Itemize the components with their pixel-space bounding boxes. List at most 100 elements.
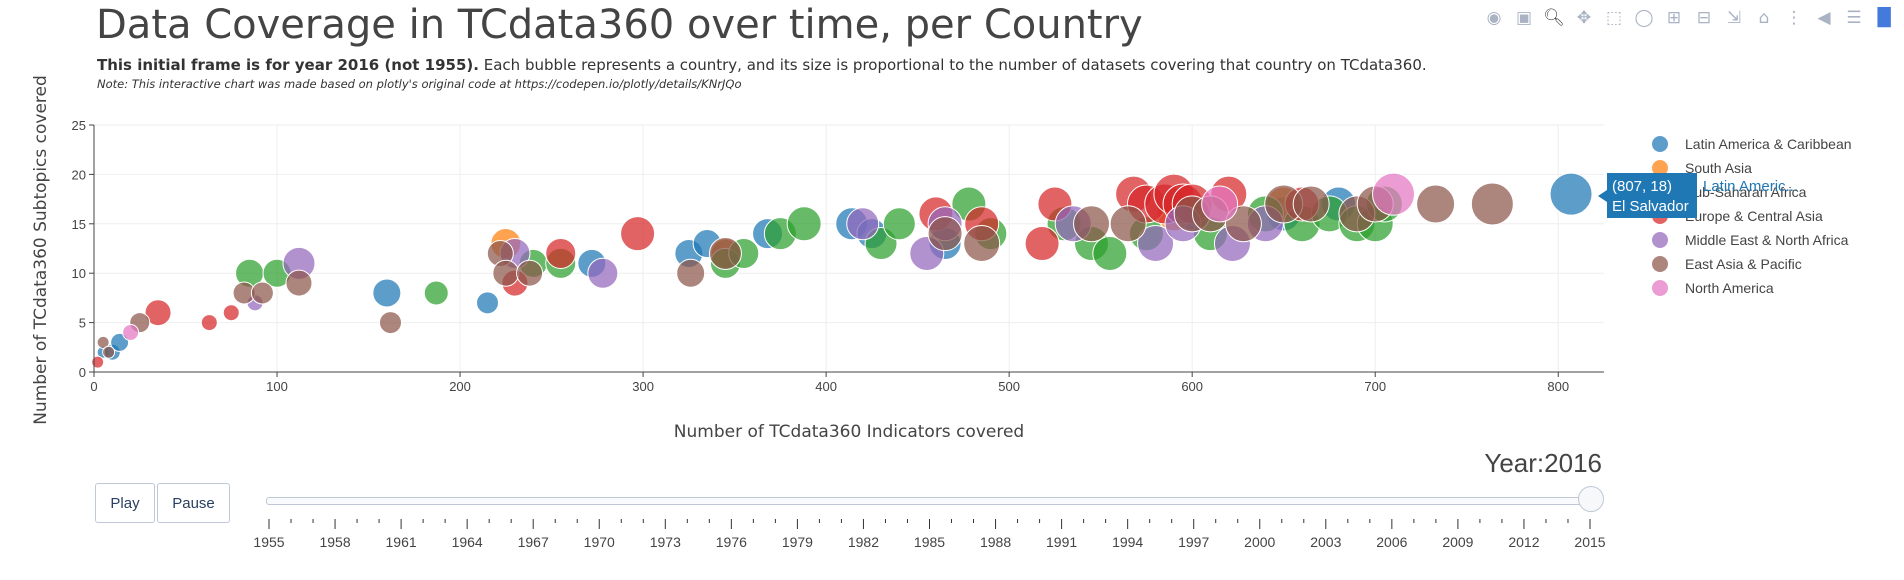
current-year-label: Year:2016 [1484, 448, 1602, 478]
lasso-icon[interactable]: ◯ [1634, 8, 1654, 28]
hover-compare-icon[interactable]: ☰ [1846, 8, 1862, 28]
bubble[interactable] [379, 311, 403, 335]
legend-label[interactable]: Europe & Central Asia [1685, 208, 1823, 224]
slider-tick-label: 1964 [452, 534, 483, 550]
bubble[interactable] [1109, 205, 1147, 243]
camera-icon[interactable]: ◉ [1486, 8, 1502, 28]
x-axis-label: Number of TCdata360 Indicators covered [674, 422, 1024, 442]
y-tick-label: 20 [72, 167, 86, 182]
legend-marker[interactable] [1652, 256, 1668, 272]
bubble[interactable] [1073, 205, 1111, 243]
chart-grid [94, 124, 1604, 372]
bubble[interactable] [96, 335, 110, 349]
bubble[interactable] [545, 237, 577, 269]
legend-marker[interactable] [1652, 232, 1668, 248]
hover-closest-icon[interactable]: ◀ [1817, 8, 1831, 28]
bubble[interactable] [476, 291, 500, 315]
bubble[interactable] [1549, 172, 1593, 216]
zoom-in-icon[interactable]: ⊞ [1666, 8, 1682, 28]
legend-marker[interactable] [1652, 160, 1668, 176]
legend-label[interactable]: South Asia [1685, 160, 1752, 176]
slider-tick-label: 1985 [914, 534, 945, 550]
slider-tick-label: 2012 [1508, 534, 1539, 550]
x-tick-label: 0 [90, 379, 97, 394]
bubble[interactable] [1292, 185, 1330, 223]
year-slider-rail[interactable] [266, 497, 1594, 505]
slider-tick-label: 2009 [1442, 534, 1473, 550]
subtitle-bold: This initial frame is for year 2016 (not… [97, 56, 479, 74]
bubble[interactable] [676, 258, 706, 288]
bubble[interactable] [144, 299, 172, 327]
legend-marker[interactable] [1652, 280, 1668, 296]
x-tick-label: 100 [266, 379, 288, 394]
legend-label[interactable]: Latin America & Caribbean [1685, 136, 1852, 152]
legend-label[interactable]: North America [1685, 280, 1774, 296]
bubble[interactable] [1092, 235, 1128, 271]
bubble[interactable] [846, 207, 880, 241]
bubble[interactable] [1201, 185, 1239, 223]
plotly-logo-icon[interactable]: █ [1877, 8, 1891, 28]
bubble[interactable] [122, 323, 140, 341]
legend-label[interactable]: Middle East & North Africa [1685, 232, 1849, 248]
bubble[interactable] [708, 236, 742, 270]
box-select-icon[interactable]: ⬚ [1605, 8, 1623, 28]
x-tick-label: 300 [632, 379, 654, 394]
zoom-icon[interactable]: 🔍︎ [1543, 8, 1565, 28]
bubble[interactable] [222, 304, 240, 322]
chart-note: Note: This interactive chart was made ba… [97, 77, 742, 91]
reset-icon[interactable]: ⌂ [1758, 8, 1770, 28]
chart-axes: 0 100 200 300 400 500 600 700 800 0 5 10 15 20 25 [72, 118, 1604, 394]
slider-tick-label: 1997 [1178, 534, 1209, 550]
legend-marker[interactable] [1652, 136, 1668, 152]
legend-label[interactable]: Sub-Saharan Africa [1685, 184, 1807, 200]
bubble[interactable] [963, 225, 1001, 263]
bubble[interactable] [1470, 182, 1514, 226]
bubble[interactable] [516, 259, 544, 287]
year-slider-grip[interactable] [1578, 486, 1604, 512]
bubble[interactable] [423, 280, 449, 306]
bubble[interactable] [285, 269, 313, 297]
bubble[interactable] [1416, 184, 1456, 224]
pan-icon[interactable]: ✥ [1576, 8, 1592, 28]
slider-tick-label: 1958 [319, 534, 350, 550]
legend-label[interactable]: East Asia & Pacific [1685, 256, 1802, 272]
bubble[interactable] [91, 355, 105, 369]
tooltip-country: El Salvador [1612, 198, 1689, 215]
bubble[interactable] [372, 278, 402, 308]
y-tick-label: 10 [72, 266, 86, 281]
tooltip-trace-name: Latin Americ... [1703, 178, 1798, 195]
bubble[interactable] [882, 207, 916, 241]
bubble[interactable] [620, 216, 656, 252]
bubble[interactable] [927, 216, 963, 252]
autoscale-icon[interactable]: ⇲ [1726, 8, 1742, 28]
bubble[interactable] [1137, 225, 1175, 263]
tooltip-pointer [1598, 190, 1607, 202]
bubble[interactable] [1372, 172, 1416, 216]
y-tick-label: 5 [79, 316, 86, 331]
bubble[interactable] [102, 345, 116, 359]
bubble[interactable] [587, 257, 619, 289]
bubble[interactable] [786, 206, 822, 242]
slider-tick-label: 1976 [716, 534, 747, 550]
slider-tick-label: 1991 [1046, 534, 1077, 550]
chart-subtitle: This initial frame is for year 2016 (not… [97, 56, 1427, 74]
tooltip-box [1607, 173, 1697, 218]
spike-icon[interactable]: ⋮ [1785, 8, 1803, 28]
play-button[interactable]: Play [95, 483, 155, 523]
save-icon[interactable]: ▣ [1515, 8, 1533, 28]
zoom-out-icon[interactable]: ⊟ [1696, 8, 1712, 28]
bubble[interactable] [492, 259, 520, 287]
bubble[interactable] [1024, 226, 1060, 262]
slider-tick-label: 1994 [1112, 534, 1143, 550]
pause-button[interactable]: Pause [157, 483, 230, 523]
x-tick-label: 800 [1547, 379, 1569, 394]
x-tick-label: 700 [1364, 379, 1386, 394]
slider-tick-label: 1970 [584, 534, 615, 550]
bubble[interactable] [200, 314, 218, 332]
bubble[interactable] [250, 281, 274, 305]
slider-tick-label: 1955 [253, 534, 284, 550]
x-tick-label: 200 [449, 379, 471, 394]
x-tick-label: 400 [815, 379, 837, 394]
slider-tick-label: 1967 [518, 534, 549, 550]
